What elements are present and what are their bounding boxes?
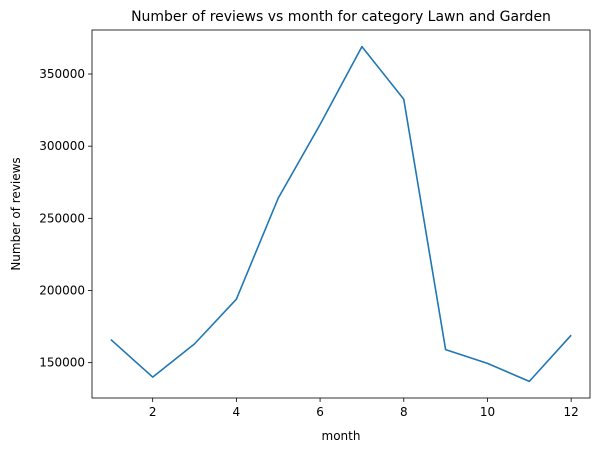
x-tick-label: 6 bbox=[316, 405, 324, 419]
x-tick-label: 4 bbox=[233, 405, 241, 419]
y-tick-label: 350000 bbox=[39, 67, 85, 81]
y-axis: 150000 200000 250000 300000 350000 bbox=[39, 67, 92, 370]
plot-frame bbox=[91, 29, 591, 399]
x-axis-label: month bbox=[322, 429, 361, 443]
x-axis: 2 4 6 8 10 12 bbox=[149, 398, 579, 419]
y-axis-label: Number of reviews bbox=[9, 157, 23, 270]
x-tick-label: 12 bbox=[564, 405, 579, 419]
y-tick-label: 200000 bbox=[39, 283, 85, 297]
chart-title: Number of reviews vs month for category … bbox=[131, 9, 551, 25]
y-tick-label: 250000 bbox=[39, 211, 85, 225]
x-tick-label: 8 bbox=[400, 405, 408, 419]
y-tick-label: 150000 bbox=[39, 356, 85, 370]
series-line bbox=[110, 45, 572, 383]
y-tick-label: 300000 bbox=[39, 139, 85, 153]
x-tick-label: 10 bbox=[480, 405, 495, 419]
x-tick-label: 2 bbox=[149, 405, 157, 419]
